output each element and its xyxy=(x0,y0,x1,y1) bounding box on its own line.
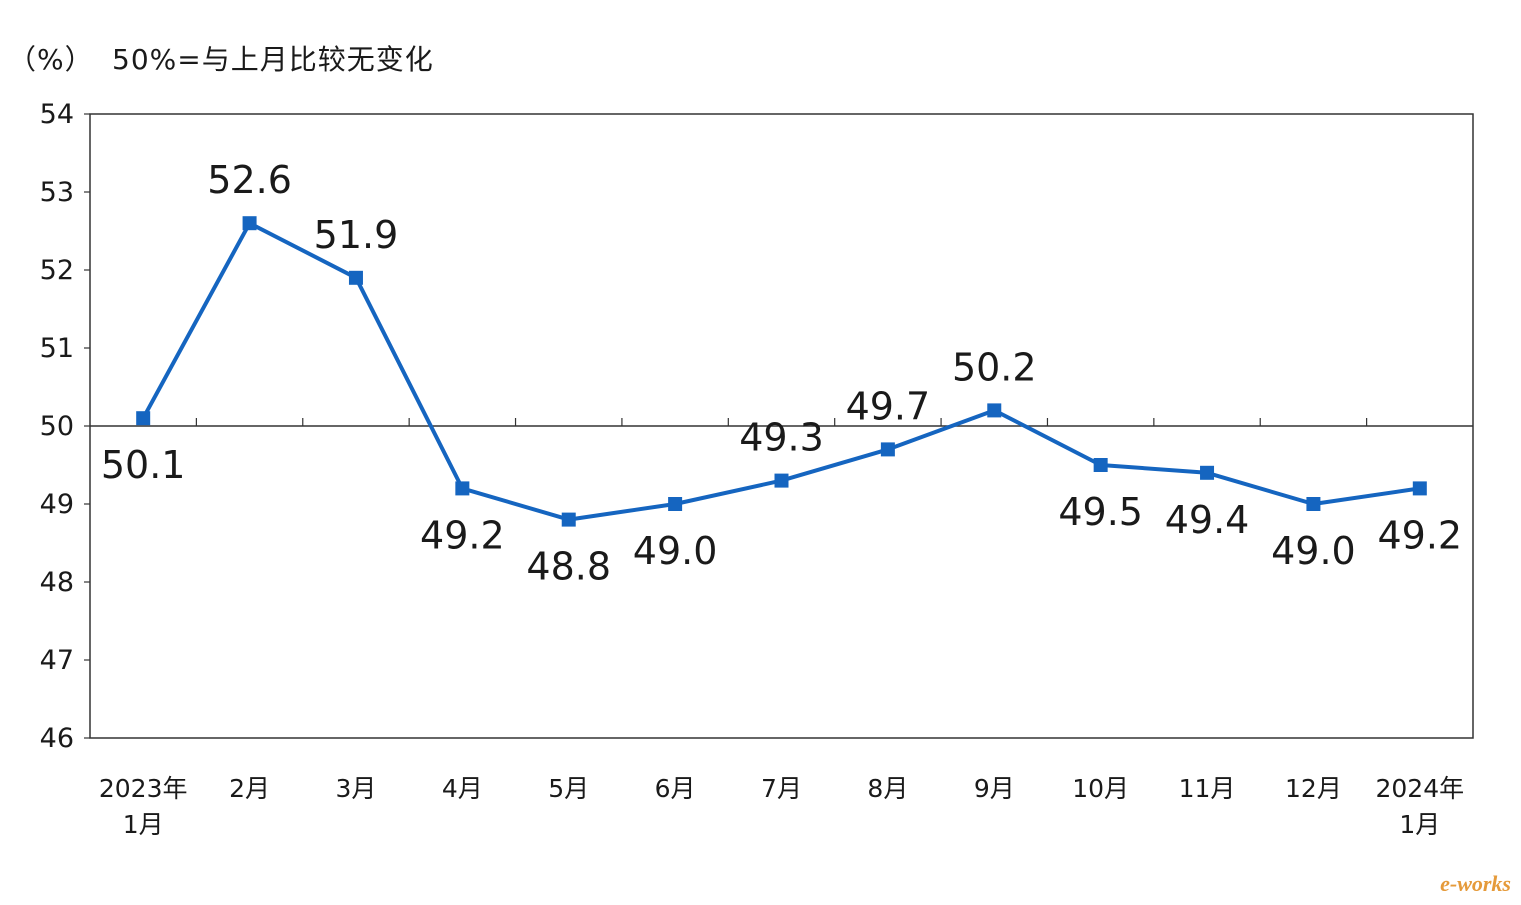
data-label: 49.7 xyxy=(846,384,931,428)
y-tick-label: 47 xyxy=(40,645,74,676)
data-point-marker xyxy=(242,216,257,231)
data-point-marker xyxy=(1200,465,1215,480)
x-tick-label: 2月 xyxy=(229,774,270,803)
data-label: 49.2 xyxy=(420,513,505,557)
x-tick-label: 11月 xyxy=(1179,774,1236,803)
data-label: 49.5 xyxy=(1058,490,1143,534)
x-tick-label: 8月 xyxy=(867,774,908,803)
x-tick-label: 1月 xyxy=(1399,810,1440,839)
y-tick-label: 50 xyxy=(40,411,74,442)
x-tick-label: 3月 xyxy=(336,774,377,803)
x-tick-label: 12月 xyxy=(1285,774,1342,803)
y-tick-label: 49 xyxy=(40,489,74,520)
data-point-marker xyxy=(348,270,363,285)
x-tick-label: 7月 xyxy=(761,774,802,803)
data-point-marker xyxy=(1093,458,1108,472)
x-tick-label: 9月 xyxy=(974,774,1015,803)
baseline-note: 50%=与上月比较无变化 xyxy=(112,43,434,76)
watermark-logo: e-works xyxy=(1440,871,1511,896)
data-point-marker xyxy=(880,442,895,457)
y-tick-label: 48 xyxy=(40,567,74,598)
data-point-marker xyxy=(1412,481,1427,496)
data-label: 50.1 xyxy=(101,443,186,487)
y-unit-label: （%） xyxy=(8,43,94,76)
x-tick-label: 1月 xyxy=(123,810,164,839)
x-tick-label: 2024年 xyxy=(1375,774,1464,803)
data-label: 50.2 xyxy=(952,345,1037,389)
data-point-marker xyxy=(668,497,683,511)
data-label: 51.9 xyxy=(314,213,399,257)
data-label: 49.0 xyxy=(1271,529,1356,573)
x-tick-label: 10月 xyxy=(1072,774,1129,803)
data-point-marker xyxy=(561,512,576,527)
data-label: 49.2 xyxy=(1378,513,1463,557)
data-point-marker xyxy=(987,403,1002,418)
data-label: 49.4 xyxy=(1165,498,1250,542)
y-tick-label: 46 xyxy=(40,723,74,754)
data-label: 52.6 xyxy=(207,158,292,202)
y-tick-label: 51 xyxy=(40,333,74,364)
x-tick-label: 5月 xyxy=(548,774,589,803)
data-point-marker xyxy=(774,473,789,488)
x-tick-label: 6月 xyxy=(655,774,696,803)
x-tick-label: 2023年 xyxy=(99,774,188,803)
y-tick-label: 52 xyxy=(40,255,74,286)
y-tick-label: 54 xyxy=(40,99,74,130)
data-point-marker xyxy=(455,481,470,496)
y-tick-label: 53 xyxy=(40,177,74,208)
data-label: 48.8 xyxy=(526,545,611,589)
data-point-marker xyxy=(136,411,151,426)
data-label: 49.0 xyxy=(633,529,718,573)
data-point-marker xyxy=(1306,497,1321,511)
x-tick-label: 4月 xyxy=(442,774,483,803)
data-label: 49.3 xyxy=(739,416,824,460)
